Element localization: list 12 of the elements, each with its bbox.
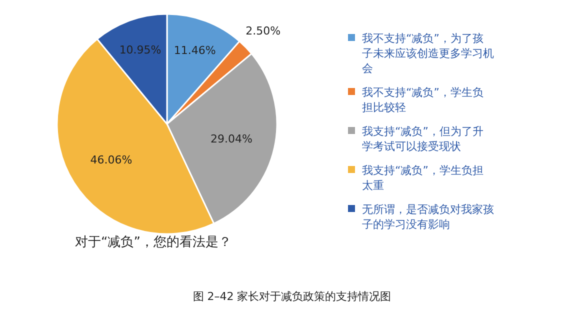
legend-label: 我支持“减负”，学生负担太重 bbox=[362, 164, 484, 192]
data-label: 46.06% bbox=[90, 153, 132, 166]
legend-label: 我支持“减负”，但为了升学考试可以接受现状 bbox=[362, 125, 484, 153]
text: 对于“减负”，您的看法是？ bbox=[75, 235, 232, 250]
legend-label: 无所谓，是否减负对我家孩子的学习没有影响 bbox=[362, 203, 494, 231]
data-label: 2.50% bbox=[246, 24, 281, 38]
data-label: 29.04% bbox=[210, 132, 252, 146]
data-label: 10.95% bbox=[119, 43, 162, 56]
caption: 图 2–42 家长对于减负政策的支持情况图 bbox=[192, 290, 392, 303]
data-label: 11.46% bbox=[174, 44, 216, 57]
legend-label: 我不支持“减负”，为了孩子未来应该创造更多学习机会 bbox=[362, 32, 494, 75]
legend-label: 我不支持“减负”，学生负担比较轻 bbox=[362, 86, 484, 114]
